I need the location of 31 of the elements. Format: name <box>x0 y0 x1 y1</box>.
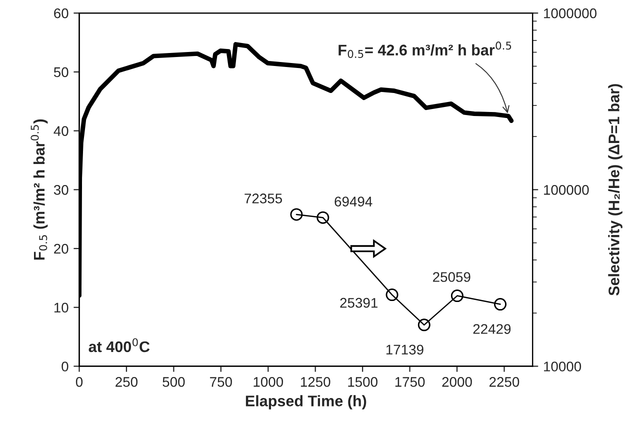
x-tick-label: 2250 <box>489 377 520 387</box>
y-axis-title: F$_{0.5}$ (m³/m² h bar$^{0.5}$) <box>30 119 48 260</box>
data-label: 25391 <box>340 298 378 308</box>
x-tick-label: 750 <box>210 377 232 387</box>
x-tick-label: 0 <box>76 377 83 387</box>
data-label: 69494 <box>334 196 372 206</box>
data-label: 17139 <box>386 344 424 355</box>
y-tick-label: 0 <box>62 362 68 372</box>
y2-tick-label: 100000 <box>544 184 589 195</box>
annotation: F$_{0.5}$= 42.6 m³/m² h bar$^{0.5}$ <box>338 42 512 58</box>
x-tick-label: 500 <box>162 377 185 387</box>
x-tick-label: 1500 <box>348 377 378 387</box>
data-label: 22429 <box>473 324 511 334</box>
y-tick-label: 10 <box>54 302 68 313</box>
y2-tick-label: 10000 <box>544 362 582 372</box>
x-tick-label: 1000 <box>254 377 284 387</box>
x-tick-label: 1750 <box>395 377 425 387</box>
data-label: 72355 <box>244 194 282 204</box>
annotation: at 400$^{0}$C <box>88 338 150 352</box>
data-label: 25059 <box>433 272 470 282</box>
x-tick-label: 1250 <box>300 377 330 387</box>
y-tick-label: 20 <box>54 244 68 254</box>
x-tick-label: 250 <box>116 377 138 387</box>
x-axis-title: Elapsed Time (h) <box>246 395 366 410</box>
y-tick-label: 60 <box>54 8 68 18</box>
y-tick-label: 50 <box>54 67 68 78</box>
y2-axis-title: Selectivity (H₂/He) (ΔP=1 bar) <box>608 84 622 296</box>
y-tick-label: 30 <box>54 184 68 195</box>
y-tick-label: 40 <box>54 126 68 136</box>
y2-tick-label: 1000000 <box>544 8 597 18</box>
x-tick-label: 2000 <box>442 377 472 387</box>
